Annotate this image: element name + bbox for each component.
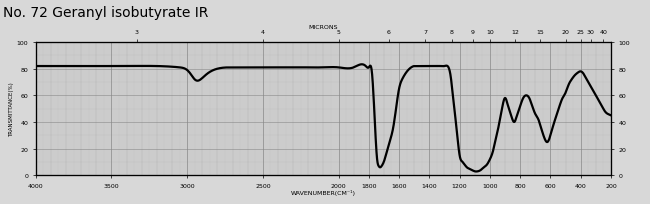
- X-axis label: MICRONS: MICRONS: [309, 25, 338, 30]
- X-axis label: WAVENUMBER(CM⁻¹): WAVENUMBER(CM⁻¹): [291, 189, 356, 195]
- Y-axis label: TRANSMITTANCE(%): TRANSMITTANCE(%): [8, 82, 14, 136]
- Text: No. 72 Geranyl isobutyrate IR: No. 72 Geranyl isobutyrate IR: [3, 6, 209, 20]
